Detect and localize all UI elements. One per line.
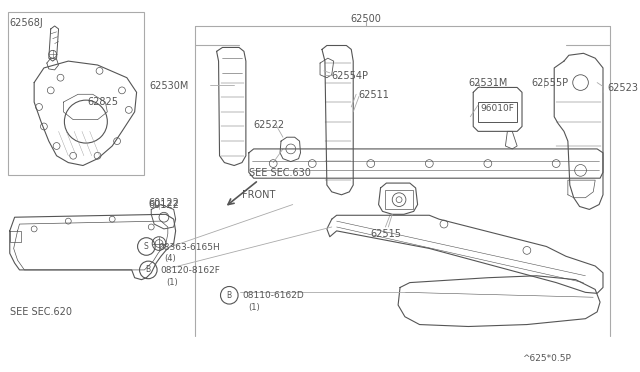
Text: SEE SEC.630: SEE SEC.630 [249,169,310,179]
Text: ^625*0.5P: ^625*0.5P [522,354,571,363]
Text: 62555P: 62555P [532,78,569,88]
Text: (4): (4) [164,254,175,263]
Text: 96010F: 96010F [480,104,514,113]
Text: (1): (1) [248,303,260,312]
Text: 62554P: 62554P [332,71,369,81]
Bar [478,102,517,122]
Text: 60122: 60122 [148,200,179,210]
Text: S: S [144,242,148,251]
Text: 62511: 62511 [358,90,389,100]
Text: SEE SEC.620: SEE SEC.620 [10,307,72,317]
Text: 08110-6162D: 08110-6162D [242,291,304,300]
Text: B: B [146,265,151,275]
Text: (1): (1) [166,278,178,287]
Text: B: B [227,291,232,300]
Text: 62523: 62523 [607,83,638,93]
Text: 60122: 60122 [148,198,179,208]
Bar [8,12,145,175]
Text: FRONT: FRONT [242,190,275,200]
Text: 62530M: 62530M [149,81,188,91]
Text: 62500: 62500 [351,14,381,24]
Bar [385,190,413,209]
Text: 08120-8162F: 08120-8162F [160,266,220,275]
Text: 62568J: 62568J [10,18,44,28]
Text: 62825: 62825 [88,97,119,107]
Text: 62515: 62515 [371,229,402,239]
Text: 08363-6165H: 08363-6165H [158,243,220,251]
Text: 62531M: 62531M [468,78,508,88]
Text: 62522: 62522 [253,120,285,130]
